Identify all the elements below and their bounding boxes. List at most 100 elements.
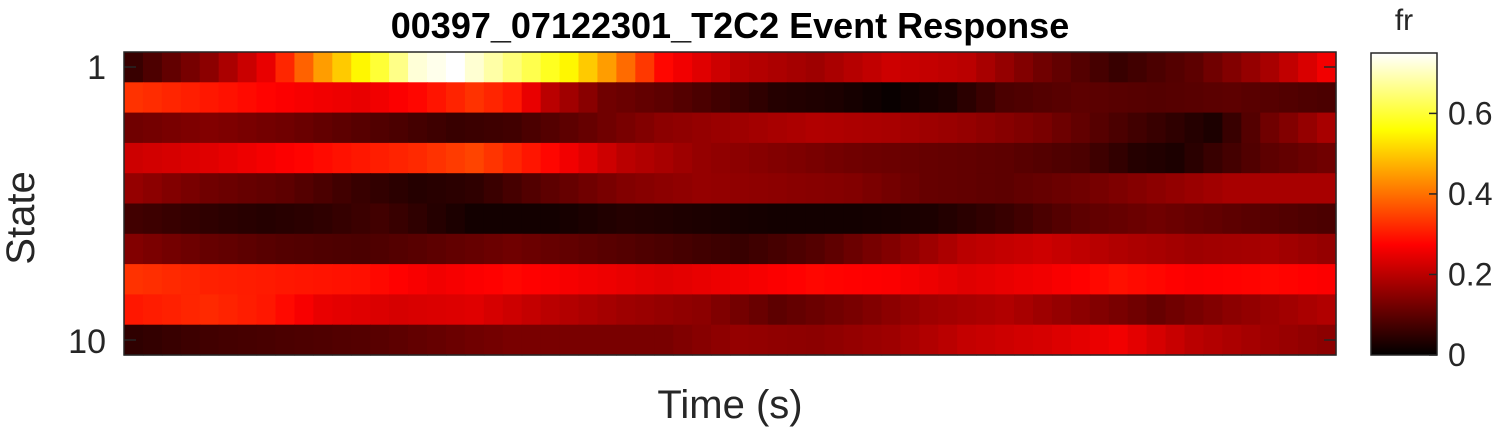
heatmap-cell (1147, 264, 1167, 295)
heatmap-cell (1260, 204, 1280, 235)
heatmap-cell (1260, 82, 1280, 113)
heatmap-cell (238, 173, 258, 204)
heatmap-cell (351, 52, 371, 83)
heatmap-cell (1298, 264, 1318, 295)
heatmap-cell (597, 264, 617, 295)
heatmap-cell (238, 143, 258, 174)
heatmap-cell (332, 294, 352, 325)
heatmap-cell (484, 52, 504, 83)
heatmap-cell (522, 204, 542, 235)
heatmap-cell (787, 234, 807, 265)
heatmap-cell (787, 173, 807, 204)
heatmap-cell (143, 52, 163, 83)
heatmap-cell (484, 325, 504, 356)
heatmap-cell (351, 294, 371, 325)
heatmap-cell (1241, 294, 1261, 325)
heatmap-cell (465, 173, 485, 204)
heatmap-cell (711, 82, 731, 113)
heatmap-cell (919, 264, 939, 295)
heatmap-cell (124, 204, 144, 235)
heatmap-cell (181, 113, 201, 144)
heatmap-cell (370, 113, 390, 144)
heatmap-cell (1260, 234, 1280, 265)
heatmap-cell (257, 234, 277, 265)
heatmap-cell (162, 82, 182, 113)
heatmap-cell (1033, 294, 1053, 325)
heatmap-cell (957, 173, 977, 204)
heatmap-cell (541, 52, 561, 83)
heatmap-cell (1260, 264, 1280, 295)
heatmap-cell (1090, 173, 1110, 204)
heatmap-cell (919, 52, 939, 83)
heatmap-cell (162, 204, 182, 235)
heatmap-cell (1033, 173, 1053, 204)
heatmap-cell (1109, 264, 1129, 295)
heatmap-cell (730, 204, 750, 235)
heatmap-cell (863, 234, 883, 265)
heatmap-cell (730, 173, 750, 204)
heatmap-cell (806, 294, 826, 325)
heatmap-cell (1147, 82, 1167, 113)
heatmap-cell (768, 143, 788, 174)
heatmap-cell (1033, 234, 1053, 265)
heatmap-cell (730, 113, 750, 144)
heatmap-cell (597, 294, 617, 325)
heatmap-cell (1222, 264, 1242, 295)
heatmap-cell (276, 325, 296, 356)
heatmap-cell (692, 234, 712, 265)
heatmap-cell (1109, 325, 1129, 356)
heatmap-cell (976, 325, 996, 356)
heatmap-cell (522, 113, 542, 144)
heatmap-cell (863, 173, 883, 204)
heatmap-cell (635, 143, 655, 174)
heatmap-cell (238, 52, 258, 83)
heatmap-cell (389, 325, 409, 356)
heatmap-cell (181, 173, 201, 204)
heatmap-cell (294, 173, 314, 204)
heatmap-cell (825, 143, 845, 174)
heatmap-cell (294, 294, 314, 325)
heatmap-cell (957, 204, 977, 235)
heatmap-cell (200, 234, 220, 265)
heatmap-cell (408, 113, 428, 144)
heatmap-cell (276, 204, 296, 235)
heatmap-cell (446, 173, 466, 204)
heatmap-cell (1166, 143, 1186, 174)
heatmap-cell (427, 234, 447, 265)
heatmap-cell (711, 294, 731, 325)
heatmap-cell (541, 143, 561, 174)
heatmap-cell (1052, 294, 1072, 325)
heatmap-cell (219, 204, 239, 235)
heatmap-cell (654, 325, 674, 356)
heatmap-cell (938, 82, 958, 113)
heatmap-cell (976, 52, 996, 83)
heatmap-cell (219, 173, 239, 204)
heatmap-cell (181, 234, 201, 265)
heatmap-cell (768, 82, 788, 113)
heatmap-cell (957, 234, 977, 265)
heatmap-cell (579, 82, 599, 113)
heatmap-cell (1109, 52, 1129, 83)
heatmap-cell (654, 52, 674, 83)
heatmap-cell (465, 294, 485, 325)
heatmap-cell (1033, 204, 1053, 235)
heatmap-cell (673, 294, 693, 325)
heatmap-cell (900, 204, 920, 235)
heatmap-cell (1052, 234, 1072, 265)
heatmap-cell (825, 52, 845, 83)
heatmap-cell (560, 143, 580, 174)
heatmap-cell (446, 52, 466, 83)
heatmap-cell (503, 173, 523, 204)
heatmap-cell (995, 143, 1015, 174)
heatmap-cell (730, 52, 750, 83)
heatmap-cell (616, 234, 636, 265)
heatmap-cell (162, 143, 182, 174)
heatmap-cell (882, 294, 902, 325)
heatmap-cell (181, 204, 201, 235)
heatmap-cell (276, 52, 296, 83)
heatmap-cell (692, 204, 712, 235)
heatmap-cell (976, 143, 996, 174)
heatmap-cell (389, 294, 409, 325)
heatmap-cell (124, 264, 144, 295)
heatmap-cell (976, 82, 996, 113)
